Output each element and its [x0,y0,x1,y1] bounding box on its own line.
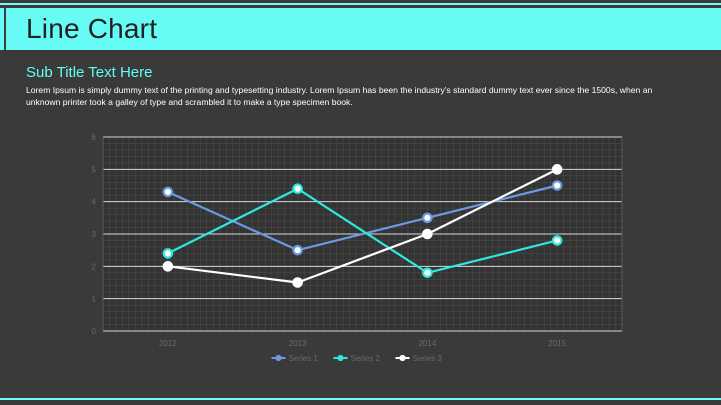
x-tick-label: 2013 [289,339,307,348]
series-3-point [292,277,303,288]
bottom-accent-line [0,398,721,400]
series-1-point [551,180,563,191]
title-bar: Line Chart [0,8,721,50]
series-1-point [292,244,303,256]
legend-label: Series 3 [413,354,443,363]
legend-label: Series 2 [351,354,381,363]
page-title: Line Chart [26,13,158,44]
y-tick-label: 0 [92,327,97,336]
series-2-line [167,187,558,274]
series-3-point [422,228,433,240]
series-3-line [167,168,558,284]
top-accent-line [0,3,721,5]
legend-label: Series 1 [289,354,319,363]
y-tick-label: 6 [92,133,97,142]
y-tick-label: 3 [92,230,97,239]
series-2-point [292,183,303,195]
series-2-point [162,248,174,259]
x-tick-label: 2015 [548,339,566,348]
series-1-point [162,186,174,198]
x-tick-label: 2014 [418,339,436,348]
body-text: Lorem Ipsum is simply dummy text of the … [26,85,653,107]
series-3-point [551,164,563,175]
y-tick-label: 5 [92,165,97,174]
legend-swatch-marker [275,354,282,362]
legend-swatch-marker [337,354,344,362]
y-tick-label: 4 [92,198,97,207]
series-3-point [162,261,174,272]
legend-swatch-marker [399,354,406,362]
y-tick-label: 2 [92,262,97,271]
series-2-point [551,235,563,246]
subtitle: Sub Title Text Here [26,64,153,81]
title-accent-line [4,8,6,50]
x-tick-label: 2012 [159,339,177,348]
y-tick-label: 1 [92,295,97,304]
series-1-point [422,212,433,224]
series-2-point [422,267,433,279]
